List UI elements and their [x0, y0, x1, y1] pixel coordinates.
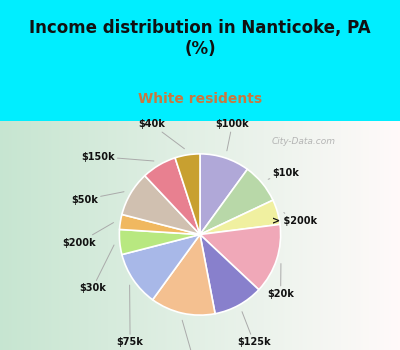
Wedge shape — [175, 154, 200, 234]
Wedge shape — [200, 224, 281, 290]
Text: $150k: $150k — [81, 152, 154, 162]
Wedge shape — [122, 176, 200, 234]
Text: $125k: $125k — [237, 312, 270, 347]
Text: White residents: White residents — [138, 92, 262, 106]
Wedge shape — [200, 169, 273, 235]
Wedge shape — [200, 234, 259, 314]
Wedge shape — [122, 234, 200, 300]
Text: Income distribution in Nanticoke, PA
(%): Income distribution in Nanticoke, PA (%) — [29, 19, 371, 58]
Text: City-Data.com: City-Data.com — [272, 137, 336, 146]
Text: $200k: $200k — [62, 223, 114, 247]
Wedge shape — [120, 215, 200, 234]
Wedge shape — [200, 154, 247, 234]
Text: $30k: $30k — [79, 245, 114, 293]
Text: $100k: $100k — [216, 119, 249, 151]
Text: > $200k: > $200k — [272, 212, 317, 226]
Text: $75k: $75k — [117, 285, 144, 347]
Text: $20k: $20k — [267, 264, 294, 299]
Wedge shape — [145, 158, 200, 234]
Text: $10k: $10k — [268, 168, 300, 179]
Text: $60k: $60k — [181, 320, 208, 350]
Wedge shape — [153, 234, 215, 315]
Wedge shape — [200, 200, 280, 235]
Text: $50k: $50k — [71, 192, 124, 204]
Text: $40k: $40k — [138, 119, 184, 149]
Wedge shape — [119, 230, 200, 254]
